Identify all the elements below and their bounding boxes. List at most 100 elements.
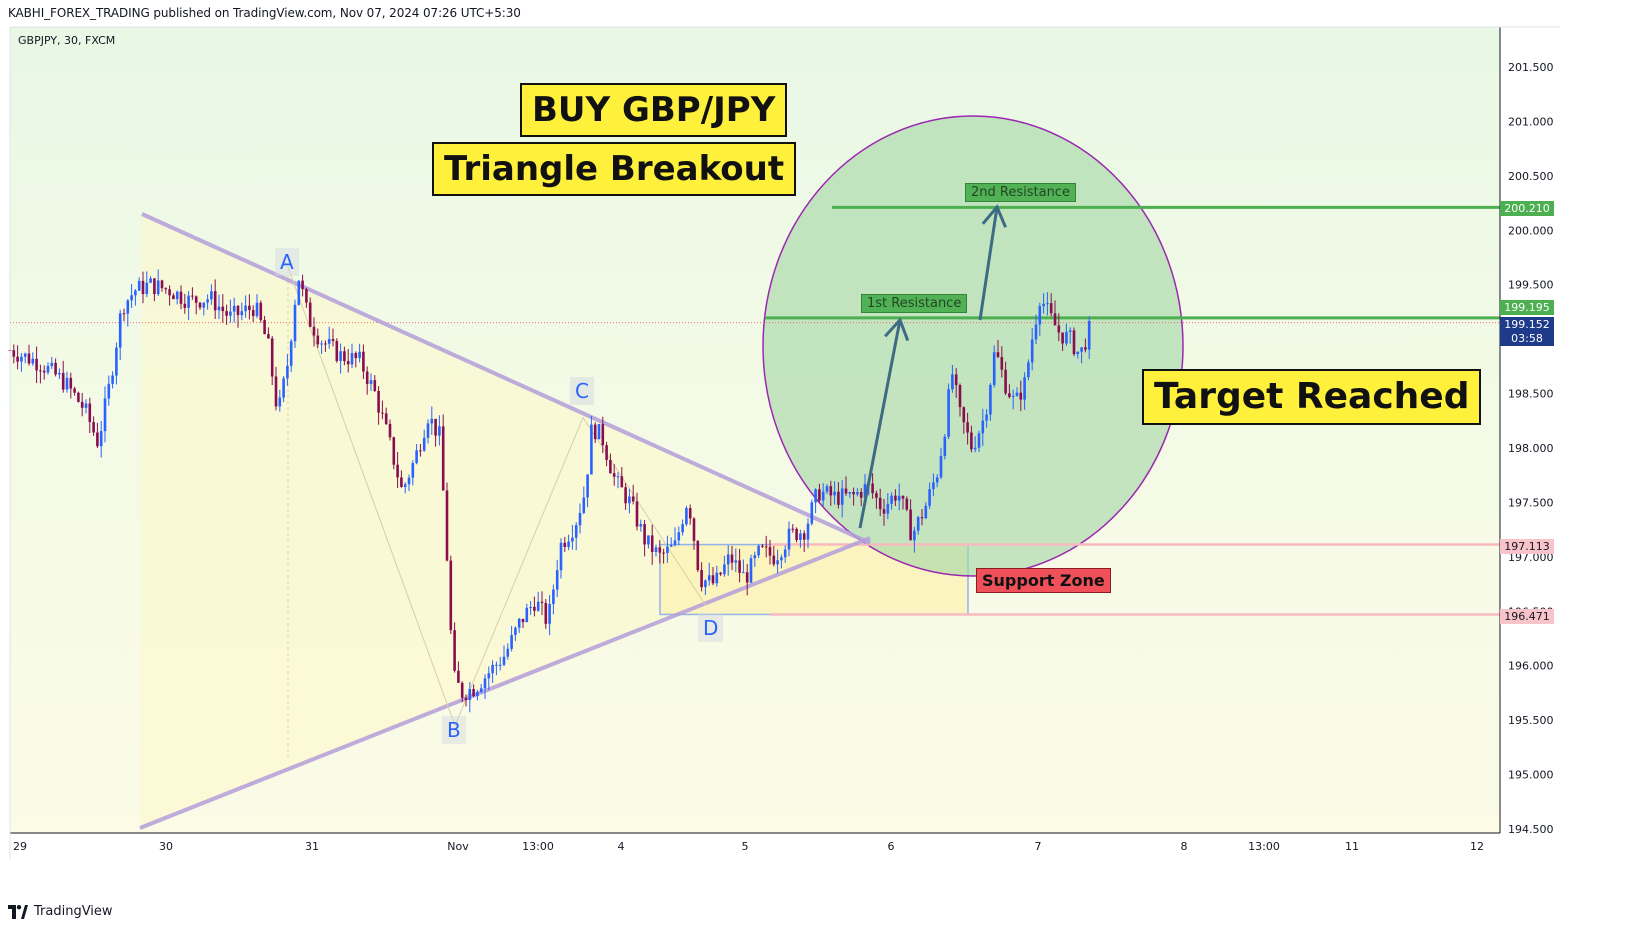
candle-body — [723, 564, 726, 575]
candle-body — [92, 422, 95, 433]
candle-body — [472, 689, 475, 697]
candle-body — [749, 558, 753, 583]
candle-body — [126, 300, 130, 314]
candle-body — [768, 546, 772, 556]
candle-body — [711, 575, 715, 584]
candle-body — [745, 572, 749, 583]
candle-body — [624, 487, 627, 504]
candle-body — [536, 601, 540, 611]
candle-body — [278, 397, 282, 407]
candle-body — [274, 376, 278, 407]
time-tick-label: 12 — [1470, 840, 1484, 853]
candle-body — [837, 491, 840, 505]
candle-body — [567, 541, 570, 548]
candle-body — [282, 378, 285, 398]
candle-body — [894, 495, 897, 501]
candle-body — [99, 431, 103, 447]
price-tick-label: 201.000 — [1508, 115, 1554, 128]
point-c-label: C — [570, 377, 594, 405]
candle-body — [263, 320, 266, 335]
candle-body — [658, 547, 662, 553]
candle-body — [692, 518, 696, 541]
candle-body — [58, 372, 61, 375]
candle-body — [996, 352, 1000, 358]
candle-body — [730, 554, 734, 563]
candle-body — [601, 424, 605, 446]
candle-body — [175, 291, 179, 300]
buy-label: BUY GBP/JPY — [520, 83, 788, 137]
time-tick-label: 13:00 — [522, 840, 554, 853]
candle-body — [1065, 331, 1068, 344]
candle-body — [373, 380, 377, 391]
candle-body — [434, 418, 437, 436]
candle-body — [1023, 377, 1026, 400]
candle-body — [954, 374, 958, 386]
candle-body — [430, 418, 434, 424]
candle-body — [483, 678, 487, 689]
candle-body — [1057, 325, 1061, 333]
candle-body — [502, 656, 506, 665]
candle-body — [517, 618, 521, 628]
candle-body — [544, 602, 548, 624]
candle-body — [605, 445, 608, 460]
candle-body — [16, 356, 19, 362]
candle-body — [612, 473, 616, 477]
candle-body — [734, 560, 738, 563]
candle-body — [305, 289, 308, 303]
candle-body — [316, 335, 320, 345]
candle-body — [487, 673, 491, 679]
candle-body — [160, 280, 164, 289]
candle-body — [84, 403, 88, 408]
candle-body — [593, 424, 597, 440]
candle-body — [840, 488, 844, 505]
candle-body — [871, 483, 874, 494]
candle-body — [916, 517, 920, 531]
candle-body — [514, 627, 517, 635]
point-a-label: A — [275, 248, 299, 276]
time-tick-label: 6 — [888, 840, 895, 853]
candles — [8, 269, 1091, 713]
candle-body — [289, 341, 293, 366]
time-tick-label: 7 — [1035, 840, 1042, 853]
candle-body — [806, 523, 810, 540]
candle-body — [491, 664, 494, 674]
arrow-to-second-resistance-head — [981, 204, 1007, 228]
price-tick-label: 199.500 — [1508, 279, 1554, 292]
candle-body — [966, 422, 969, 433]
candle-body — [426, 423, 430, 438]
candle-body — [111, 375, 114, 384]
candle-body — [890, 495, 893, 504]
candle-body — [848, 491, 852, 494]
candle-body — [115, 347, 118, 376]
candle-body — [643, 524, 646, 545]
candle-body — [335, 341, 339, 361]
candle-body — [1049, 303, 1053, 314]
candle-body — [700, 569, 703, 588]
candle-body — [358, 351, 361, 359]
price-tick-label: 200.000 — [1508, 224, 1554, 237]
trendlines — [139, 212, 871, 830]
tradingview-brand-text: TradingView — [34, 904, 113, 919]
candle-body — [875, 493, 878, 498]
second-resistance-price-tag: 200.210 — [1500, 201, 1554, 216]
target-circle — [762, 115, 1184, 577]
candle-body — [445, 490, 449, 561]
candle-body — [331, 339, 335, 342]
candle-body — [438, 426, 441, 436]
tradingview-logo-icon — [8, 904, 28, 919]
arrow-to-first-resistance-shaft — [858, 319, 902, 529]
candle-body — [54, 362, 57, 375]
time-tick-label: 8 — [1181, 840, 1188, 853]
symbol-info[interactable]: GBPJPY, 30, FXCM — [18, 34, 116, 47]
candle-body — [616, 476, 620, 478]
candle-body — [920, 517, 924, 519]
publisher-line: KABHI_FOREX_TRADING published on Trading… — [8, 6, 521, 20]
candle-body — [1015, 392, 1019, 396]
candle-body — [236, 305, 240, 316]
candle-body — [844, 488, 848, 494]
tradingview-brand[interactable]: TradingView — [8, 904, 113, 919]
candle-body — [453, 630, 456, 671]
candle-body — [970, 432, 973, 450]
candle-body — [419, 450, 422, 452]
